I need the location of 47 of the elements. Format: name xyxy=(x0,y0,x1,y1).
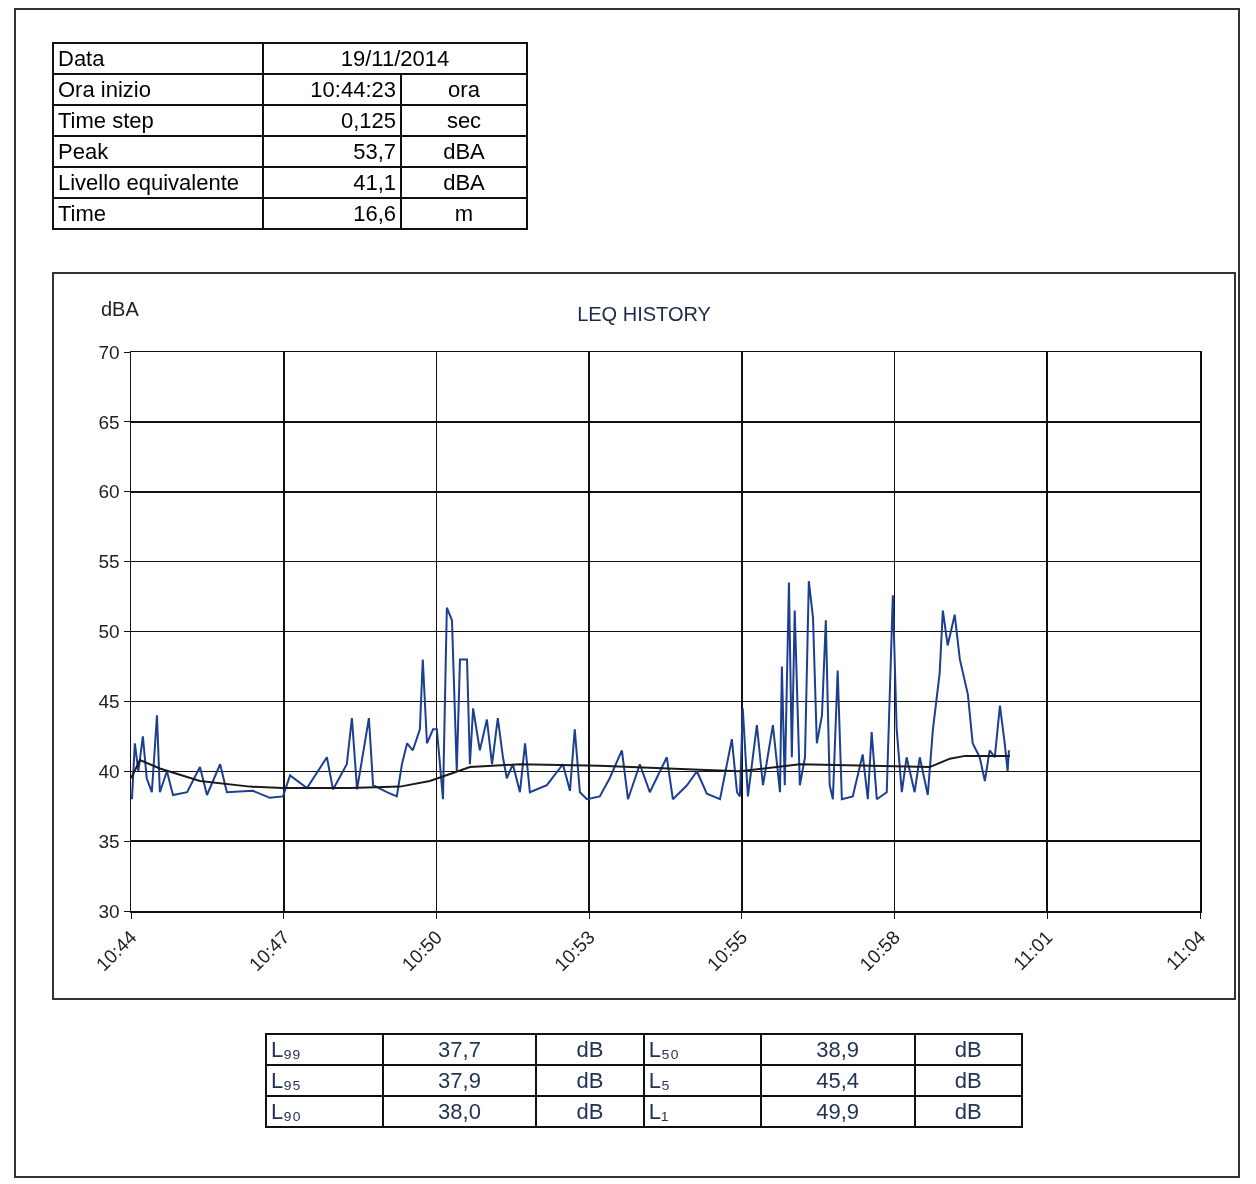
text: dBA xyxy=(401,167,527,198)
text: 38,0 xyxy=(382,1096,537,1127)
text: 37,7 xyxy=(382,1034,537,1065)
chart-title: LEQ HISTORY xyxy=(577,302,711,325)
text: L₉₉ xyxy=(266,1034,383,1065)
text: 37,9 xyxy=(382,1065,537,1096)
text: L₉₀ xyxy=(266,1096,383,1127)
y-axis-title: dBA xyxy=(101,298,140,320)
y-tick-label: 55 xyxy=(98,551,120,573)
text: 45,4 xyxy=(760,1065,915,1096)
text: L₁ xyxy=(643,1096,761,1127)
text: Time xyxy=(53,198,263,229)
text: 19/11/2014 xyxy=(263,43,527,74)
text: 41,1 xyxy=(263,167,401,198)
text: dB xyxy=(536,1034,644,1065)
text: Livello equivalente xyxy=(53,167,263,198)
text: dB xyxy=(914,1096,1022,1127)
text: Data xyxy=(53,43,263,74)
y-tick-label: 70 xyxy=(98,341,120,363)
y-tick-label: 30 xyxy=(98,900,120,922)
text: 0,125 xyxy=(263,105,401,136)
y-tick-label: 40 xyxy=(98,760,120,782)
y-tick-label: 35 xyxy=(98,830,120,852)
text: Ora inizio xyxy=(53,74,263,105)
text: Time step xyxy=(53,105,263,136)
y-tick-label: 50 xyxy=(98,621,120,643)
text: 53,7 xyxy=(263,136,401,167)
text: sec xyxy=(401,105,527,136)
text: L₅ xyxy=(643,1065,761,1096)
text: dB xyxy=(914,1065,1022,1096)
text: 38,9 xyxy=(760,1034,915,1065)
text: dB xyxy=(914,1034,1022,1065)
y-tick-label: 45 xyxy=(98,691,120,713)
text: L₉₅ xyxy=(266,1065,383,1096)
text: m xyxy=(401,198,527,229)
y-tick-label: 65 xyxy=(98,411,120,433)
y-tick-label: 60 xyxy=(98,481,120,503)
line-series xyxy=(131,580,1010,801)
text: dB xyxy=(536,1065,644,1096)
text: Peak xyxy=(53,136,263,167)
text: 10:44:23 xyxy=(263,74,401,105)
text: L₅₀ xyxy=(643,1034,761,1065)
text: ora xyxy=(401,74,527,105)
text: dB xyxy=(536,1096,644,1127)
text: 49,9 xyxy=(760,1096,915,1127)
text: dBA xyxy=(401,136,527,167)
text: 16,6 xyxy=(263,198,401,229)
